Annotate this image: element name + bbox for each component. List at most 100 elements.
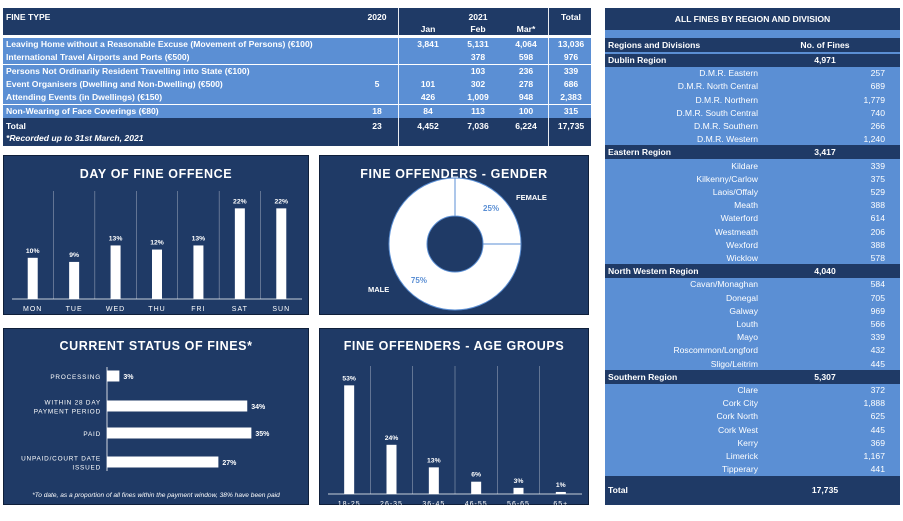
- status-category: UNPAID/COURT DATE: [21, 456, 101, 463]
- division-row: Tipperary 441: [605, 463, 900, 476]
- fine-type-cell-total: 315: [563, 105, 579, 116]
- division-name: Louth: [736, 319, 758, 329]
- division-row: Wexford 388: [605, 239, 900, 252]
- data-label: 53%: [342, 375, 356, 382]
- fine-type-cell-feb: 302: [470, 78, 486, 89]
- tick-label: WED: [106, 306, 125, 313]
- fine-type-cell-total: 13,036: [557, 39, 585, 49]
- tick-label: MON: [23, 306, 42, 313]
- tick-label: SUN: [272, 306, 290, 313]
- division-value: 689: [870, 81, 885, 92]
- status-panel: CURRENT STATUS OF FINES* 3% PROCESSING 34%…: [3, 328, 309, 505]
- slice-label: 25%: [483, 204, 499, 213]
- fine-type-cell-mar: 278: [518, 78, 534, 89]
- fine-type-row: Attending Events (in Dwellings) (€150) 42…: [3, 91, 591, 105]
- division-row: Cork City 1,888: [605, 397, 900, 410]
- column-divider: [398, 8, 399, 146]
- division-value: 266: [870, 121, 885, 131]
- status-bar: [107, 370, 120, 382]
- fine-type-cell-mar: 236: [518, 65, 534, 76]
- region-division-table: ALL FINES BY REGION AND DIVISION Regions…: [605, 8, 900, 505]
- division-name: Westmeath: [714, 226, 758, 237]
- fine-type-label: Attending Events (in Dwellings) (€150): [6, 92, 163, 103]
- day-chart-title: DAY OF FINE OFFENCE: [79, 167, 233, 181]
- fine-type-label: International Travel Airports and Ports …: [6, 52, 190, 63]
- fine-type-cell-feb: 113: [471, 105, 485, 116]
- data-label: 24%: [385, 435, 399, 442]
- division-row: Donegal 705: [605, 292, 900, 305]
- fine-total-feb: 7,036: [467, 121, 489, 131]
- division-value: 1,779: [863, 94, 885, 105]
- fine-type-cell-jan: 84: [423, 105, 433, 116]
- data-label: 3%: [514, 478, 524, 485]
- division-name: Cork West: [718, 424, 758, 435]
- region-table-title: ALL FINES BY REGION AND DIVISION: [605, 8, 900, 30]
- division-row: Cork West 445: [605, 424, 900, 437]
- division-name: Sligo/Leitrim: [710, 358, 758, 369]
- donut-slice: [388, 177, 522, 311]
- division-value: 705: [870, 292, 885, 303]
- division-value: 206: [870, 226, 885, 237]
- header-2021: 2021: [468, 12, 488, 22]
- fine-type-label: Non-Wearing of Face Coverings (€80): [6, 105, 159, 116]
- region-name: North Western Region: [608, 266, 699, 277]
- division-name: Kilkenny/Carlow: [696, 173, 758, 184]
- division-value: 1,240: [863, 134, 885, 145]
- data-label: 9%: [69, 252, 79, 259]
- region-name: Eastern Region: [608, 147, 672, 158]
- division-value: 375: [870, 173, 885, 184]
- fine-type-table: FINE TYPE 2020 2021 Total Jan Feb Mar* Leaving …: [3, 8, 591, 146]
- division-row: D.M.R. Northern 1,779: [605, 94, 900, 107]
- status-value: 35%: [255, 431, 270, 438]
- status-chart: 3% PROCESSING 34% WITHIN 28 DAY PAYMENT PERI…: [21, 367, 270, 472]
- fine-type-cell-feb: 5,131: [467, 39, 489, 49]
- division-value: 339: [870, 332, 885, 343]
- division-value: 625: [870, 411, 885, 422]
- data-label: 13%: [427, 457, 441, 464]
- header-jan: Jan: [420, 24, 436, 34]
- division-row: Kildare 339: [605, 160, 900, 173]
- bar: [234, 208, 245, 299]
- region-total: 3,417: [814, 147, 836, 158]
- tick-label: 36-45: [422, 501, 445, 506]
- fine-total-y2020: 23: [372, 121, 382, 131]
- col-fines: No. of Fines: [800, 40, 850, 50]
- division-name: Tipperary: [722, 464, 758, 475]
- division-name: Kildare: [731, 160, 758, 171]
- division-row: Limerick 1,167: [605, 450, 900, 463]
- bar: [471, 481, 482, 494]
- region-total: 4,040: [814, 266, 836, 277]
- legend-male: MALE: [368, 285, 389, 294]
- header-2020: 2020: [367, 12, 387, 22]
- age-panel: FINE OFFENDERS - AGE GROUPS 53% 18-25 24% 2…: [319, 328, 589, 506]
- gender-chart: 25% 75% FEMALE MALE: [368, 177, 547, 311]
- region-group-row: Eastern Region 3,417: [605, 146, 900, 160]
- division-value: 1,167: [863, 451, 885, 461]
- division-row: Mayo 339: [605, 331, 900, 344]
- fine-type-cell-mar: 948: [518, 92, 534, 103]
- division-value: 388: [870, 200, 885, 211]
- fine-type-row: Event Organisers (Dwelling and Non-Dwell…: [3, 77, 591, 91]
- division-value: 257: [870, 68, 885, 79]
- division-value: 369: [870, 437, 885, 448]
- division-row: Meath 388: [605, 199, 900, 212]
- status-category: PAYMENT PERIOD: [34, 409, 101, 416]
- data-label: 10%: [26, 248, 40, 255]
- status-category: PROCESSING: [50, 374, 101, 381]
- division-name: Waterford: [720, 213, 758, 224]
- region-total: 4,971: [814, 55, 836, 65]
- division-name: Clare: [737, 385, 758, 395]
- division-value: 372: [870, 385, 885, 395]
- division-row: Kilkenny/Carlow 375: [605, 173, 900, 186]
- division-row: Sligo/Leitrim 445: [605, 358, 900, 371]
- tick-label: FRI: [191, 306, 205, 313]
- division-name: Wexford: [726, 239, 758, 250]
- fine-table-note: *Recorded up to 31st March, 2021: [6, 133, 144, 143]
- bar: [276, 208, 287, 299]
- region-group-row: Southern Region 5,307: [605, 370, 900, 384]
- division-value: 1,888: [863, 398, 885, 409]
- bar: [110, 245, 121, 299]
- fine-type-row: International Travel Airports and Ports …: [3, 51, 591, 65]
- division-name: D.M.R. Eastern: [699, 68, 758, 79]
- status-value: 27%: [222, 460, 237, 467]
